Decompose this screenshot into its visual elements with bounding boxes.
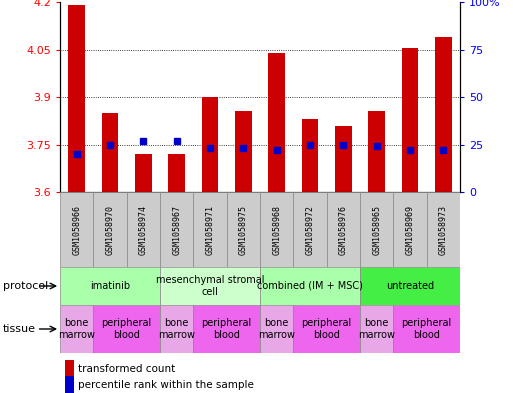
Bar — [193, 305, 260, 353]
Bar — [102, 113, 119, 192]
Bar — [360, 305, 393, 353]
Text: percentile rank within the sample: percentile rank within the sample — [78, 380, 254, 390]
Text: mesenchymal stromal
cell: mesenchymal stromal cell — [156, 275, 264, 297]
Bar — [260, 305, 293, 353]
Bar — [260, 267, 360, 305]
Bar — [393, 192, 427, 267]
Bar — [402, 48, 418, 192]
Bar — [127, 192, 160, 267]
Text: protocol: protocol — [3, 281, 48, 291]
Bar — [427, 192, 460, 267]
Text: transformed count: transformed count — [78, 364, 176, 374]
Bar — [60, 267, 160, 305]
Text: GSM1058965: GSM1058965 — [372, 204, 381, 255]
Bar — [160, 192, 193, 267]
Text: bone
marrow: bone marrow — [58, 318, 95, 340]
Text: GSM1058968: GSM1058968 — [272, 204, 281, 255]
Text: GSM1058973: GSM1058973 — [439, 204, 448, 255]
Bar — [93, 305, 160, 353]
Bar — [260, 192, 293, 267]
Text: GSM1058972: GSM1058972 — [306, 204, 314, 255]
Text: peripheral
blood: peripheral blood — [102, 318, 152, 340]
Bar — [335, 125, 352, 192]
Text: GSM1058976: GSM1058976 — [339, 204, 348, 255]
Bar — [60, 192, 93, 267]
Text: GSM1058971: GSM1058971 — [206, 204, 214, 255]
Text: tissue: tissue — [3, 324, 35, 334]
Bar — [193, 192, 227, 267]
Text: GSM1058975: GSM1058975 — [239, 204, 248, 255]
Bar — [302, 119, 319, 192]
Bar — [268, 53, 285, 192]
Bar — [160, 267, 260, 305]
Text: GSM1058966: GSM1058966 — [72, 204, 81, 255]
Bar — [202, 97, 219, 192]
Bar — [360, 192, 393, 267]
Bar — [360, 267, 460, 305]
Bar — [435, 37, 451, 192]
Text: peripheral
blood: peripheral blood — [302, 318, 352, 340]
Bar — [227, 192, 260, 267]
Text: imatinib: imatinib — [90, 281, 130, 291]
Bar — [60, 305, 93, 353]
Bar — [327, 192, 360, 267]
Bar — [235, 111, 252, 192]
Text: bone
marrow: bone marrow — [158, 318, 195, 340]
Bar — [160, 305, 193, 353]
Bar — [135, 154, 152, 192]
Text: GSM1058967: GSM1058967 — [172, 204, 181, 255]
Text: GSM1058970: GSM1058970 — [106, 204, 114, 255]
Bar — [368, 111, 385, 192]
Bar — [293, 305, 360, 353]
Text: untreated: untreated — [386, 281, 434, 291]
Bar — [68, 5, 85, 192]
Bar — [93, 192, 127, 267]
Bar — [168, 154, 185, 192]
Text: combined (IM + MSC): combined (IM + MSC) — [257, 281, 363, 291]
Text: peripheral
blood: peripheral blood — [202, 318, 252, 340]
Bar — [293, 192, 327, 267]
Text: peripheral
blood: peripheral blood — [402, 318, 452, 340]
Bar — [393, 305, 460, 353]
Text: bone
marrow: bone marrow — [358, 318, 395, 340]
Text: GSM1058974: GSM1058974 — [139, 204, 148, 255]
Text: GSM1058969: GSM1058969 — [405, 204, 415, 255]
Text: bone
marrow: bone marrow — [258, 318, 295, 340]
